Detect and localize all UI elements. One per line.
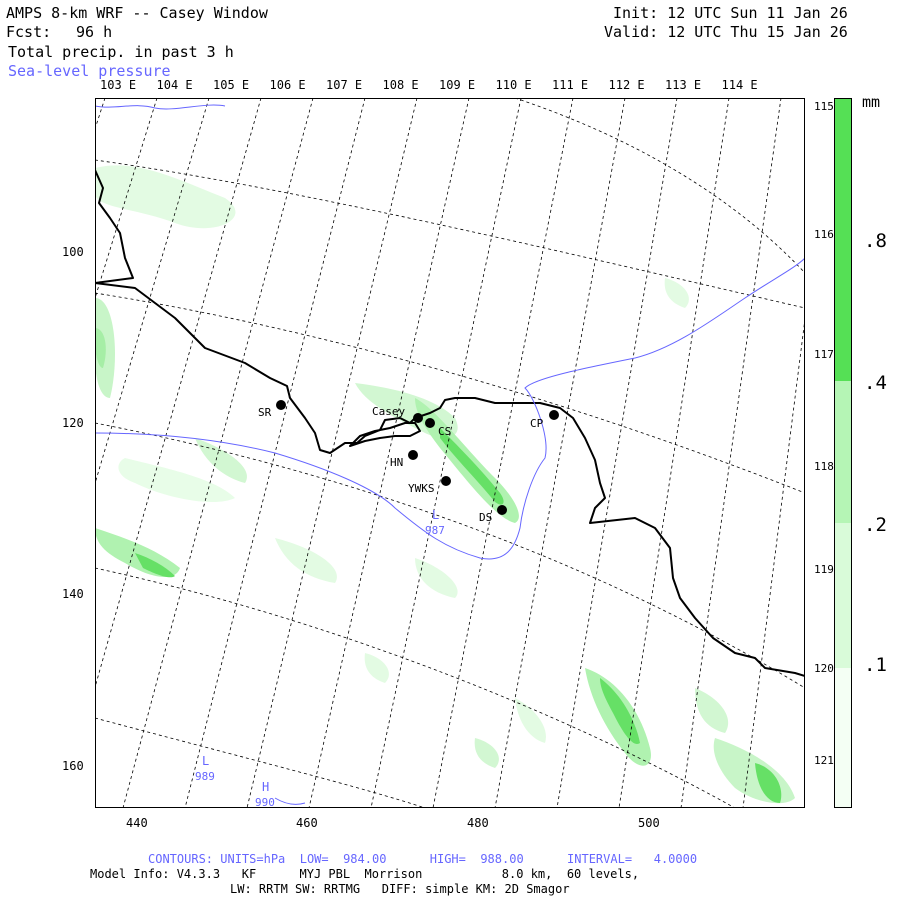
longitude-label: 110 E [495,78,532,92]
forecast-label: Fcst: [6,23,52,41]
longitude-label: 113 E [665,78,702,92]
x-tick-label: 480 [467,816,489,830]
pressure-contours [95,104,805,805]
longitude-label: 106 E [269,78,306,92]
meridian-line [122,98,314,808]
meridian-line [494,98,626,808]
contour-info: CONTOURS: UNITS=hPa LOW= 984.00 HIGH= 98… [148,852,698,866]
station-dot-ds [497,505,507,515]
station-label-ds: DS [479,511,492,524]
meridian-line [556,98,678,808]
map-border [95,98,805,808]
physics-info: LW: RRTM SW: RRTMG DIFF: simple KM: 2D S… [230,882,570,896]
meridian-line [432,98,574,808]
station-dot-ywks [441,476,451,486]
longitude-label: 105 E [213,78,250,92]
station-label-cs: CS [438,425,451,438]
overlay-name: Sea-level pressure [8,62,171,80]
station-label-ywks: YWKS [408,482,435,495]
x-tick-label: 500 [638,816,660,830]
init-time: Init: 12 UTC Sun 11 Jan 26 [613,4,848,22]
station-markers [276,400,559,515]
station-label-cp: CP [530,417,544,430]
meridian-line [742,315,805,808]
meridian-line [246,98,418,808]
map-panel: SR Casey CS HN YWKS DS CP L 987 L 989 H … [95,98,805,808]
pressure-center-type: H [262,780,269,794]
coastline [95,169,805,677]
station-dot-cp [549,410,559,420]
longitude-label: 108 E [382,78,419,92]
longitude-label: 107 E [326,78,363,92]
station-label-sr: SR [258,406,272,419]
meridian-lines [95,98,805,808]
colorbar-segment [834,381,852,523]
y-tick-label: 100 [62,245,84,259]
longitude-label: 109 E [439,78,476,92]
longitude-label: 112 E [608,78,645,92]
colorbar-level-label: .2 [864,514,887,536]
model-info: Model Info: V4.3.3 KF MYJ PBL Morrison 8… [90,867,640,881]
station-dot-casey [413,413,423,423]
longitude-label: 103 E [100,78,137,92]
station-dot-hn [408,450,418,460]
x-tick-label: 460 [296,816,318,830]
pressure-center-value: 990 [255,796,275,808]
pressure-center-type: L [432,508,439,522]
field-name: Total precip. in past 3 h [8,43,234,61]
map-title: AMPS 8-km WRF -- Casey Window [6,4,268,22]
colorbar-segment [834,523,852,668]
meridian-line [308,98,470,808]
meridian-line [370,98,522,808]
y-tick-label: 120 [62,416,84,430]
station-dot-sr [276,400,286,410]
forecast-hours: 96 h [76,23,113,41]
precipitation-shading [95,165,795,804]
longitude-label: 104 E [156,78,193,92]
station-label-hn: HN [390,456,403,469]
colorbar-segment [834,98,852,381]
longitude-label: 111 E [552,78,589,92]
x-tick-label: 440 [126,816,148,830]
colorbar-unit: mm [862,93,881,111]
colorbar [834,98,852,808]
colorbar-level-label: .4 [864,372,887,394]
longitude-label: 114 E [721,78,758,92]
pressure-center-value: 989 [195,770,215,783]
pressure-center-type: L [202,754,209,768]
station-label-casey: Casey [372,405,405,418]
y-tick-label: 140 [62,587,84,601]
colorbar-level-label: .1 [864,654,887,676]
meridian-line [95,98,262,689]
colorbar-segment [834,668,852,808]
lat-lon-grid [95,98,805,808]
pressure-center-value: 987 [425,524,445,537]
colorbar-level-label: .8 [864,230,887,252]
valid-time: Valid: 12 UTC Thu 15 Jan 26 [604,23,848,41]
y-tick-label: 160 [62,759,84,773]
station-dot-cs [425,418,435,428]
